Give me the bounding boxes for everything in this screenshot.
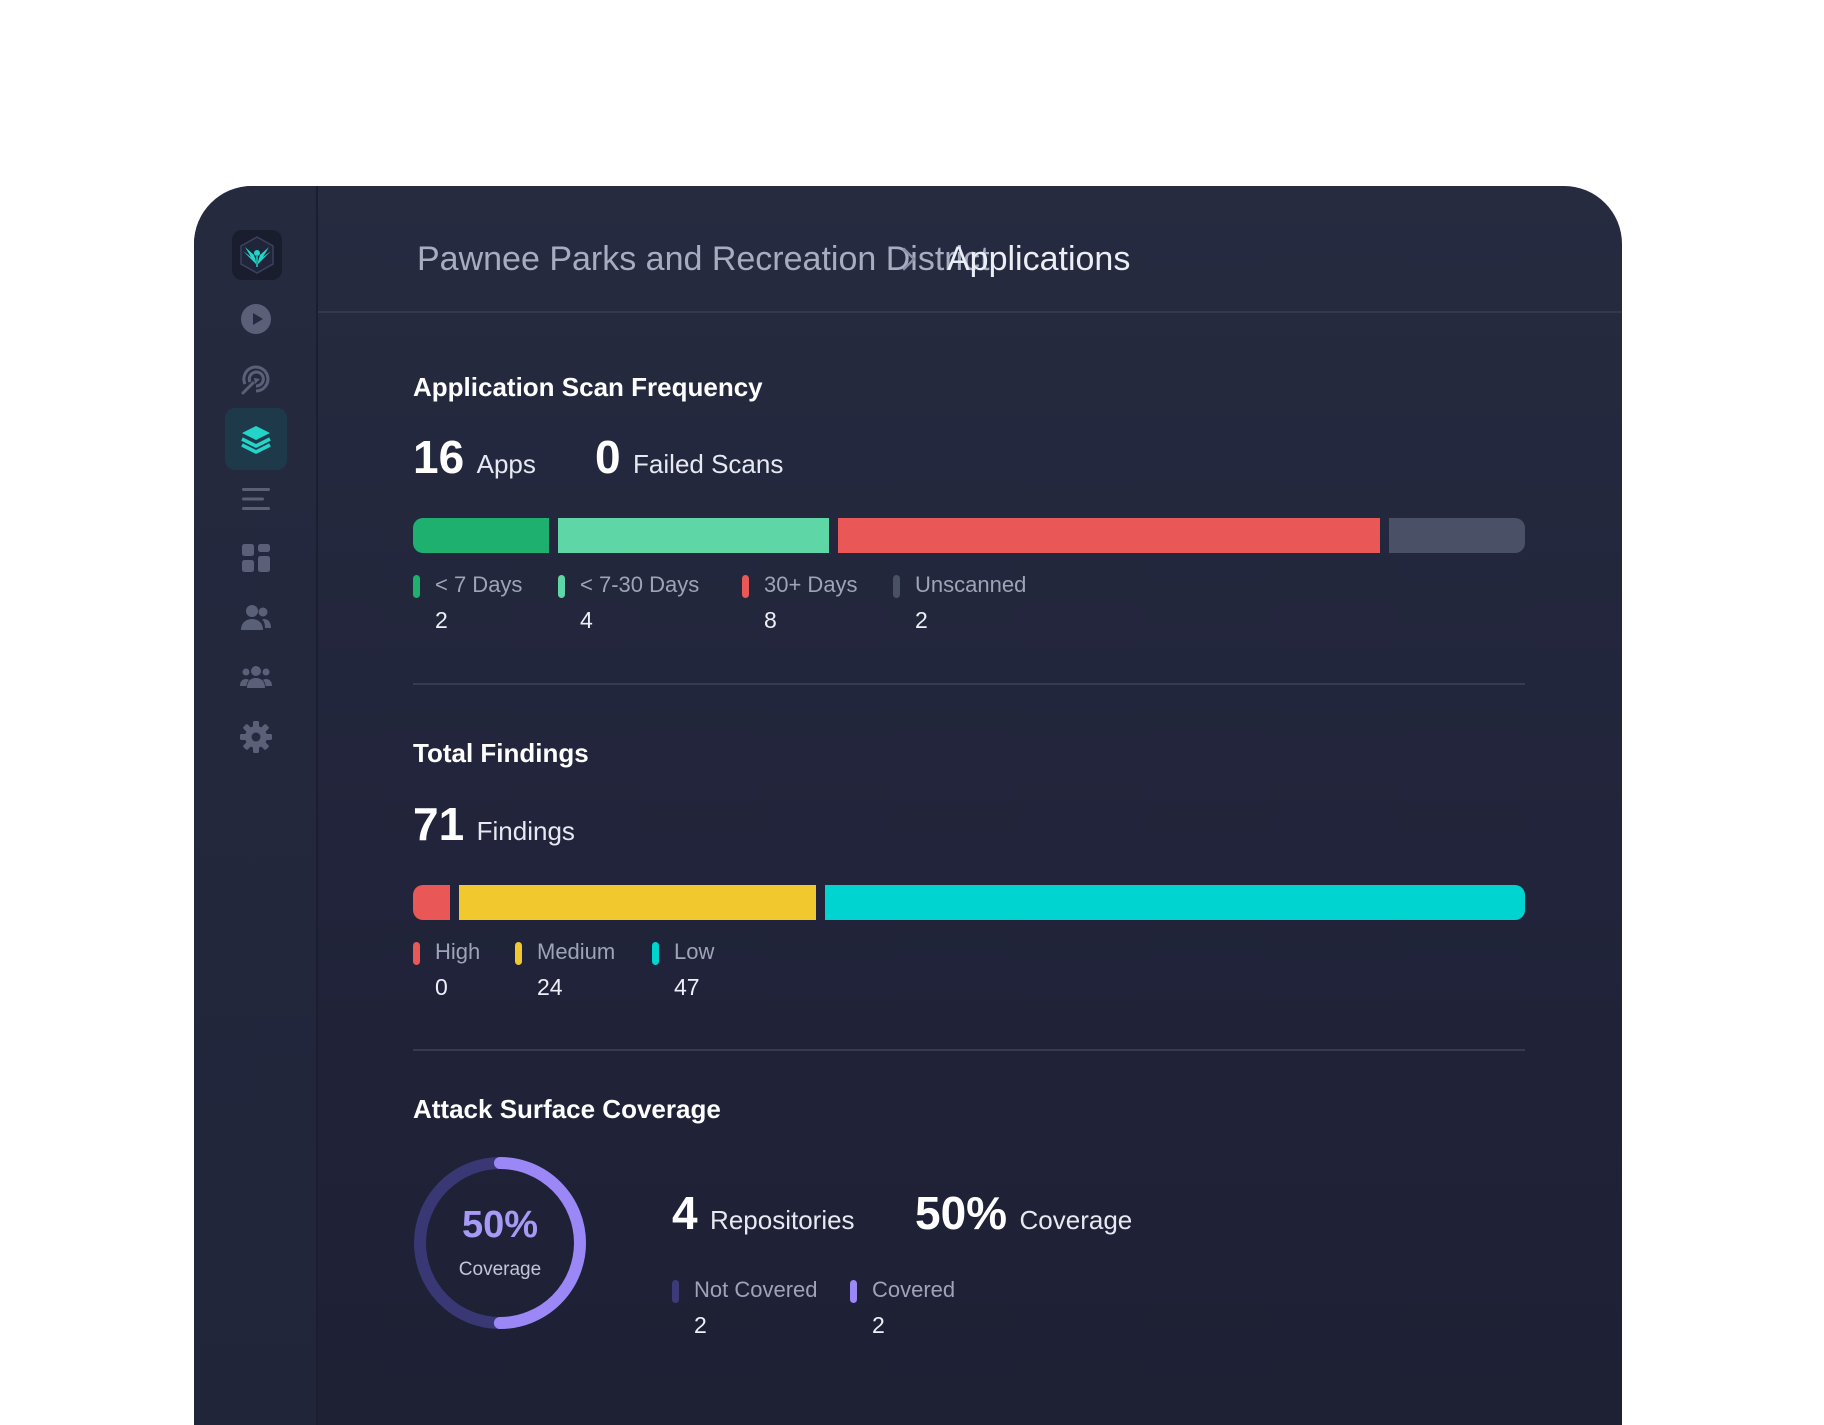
findings-bar-segment	[825, 885, 1525, 920]
legend-label-high: High	[435, 939, 481, 964]
legend-label-covered: Covered	[872, 1277, 956, 1302]
chevron-right-icon	[900, 246, 918, 277]
sidebar-item-discovery[interactable]	[225, 348, 287, 410]
legend-value-30plus: 8	[764, 607, 777, 633]
repositories-stat: 4 Repositories	[672, 1186, 855, 1240]
radar-icon	[241, 365, 270, 395]
legend-value-unscanned: 2	[915, 607, 928, 633]
section-divider	[413, 683, 1525, 685]
coverage-donut	[414, 1157, 586, 1329]
scan-frequency-bar-segment	[557, 518, 829, 553]
layers-icon	[241, 426, 271, 454]
coverage-stat: 50% Coverage	[915, 1186, 1132, 1240]
legend-label-lt7: < 7 Days	[435, 572, 523, 597]
scan-frequency-bar-segment	[837, 518, 1381, 553]
section-divider	[413, 1049, 1525, 1051]
sidebar-item-teams[interactable]	[225, 646, 287, 708]
legend-label-low: Low	[674, 939, 715, 964]
legend-marker-low	[652, 942, 659, 965]
coverage-ring-progress	[414, 1157, 586, 1329]
legend-value-not-covered: 2	[694, 1312, 707, 1338]
legend-value-lt7: 2	[435, 607, 448, 633]
repositories-count: 4	[672, 1187, 698, 1239]
breadcrumb	[318, 186, 1622, 313]
findings-stat: 71 Findings	[413, 797, 575, 851]
sidebar-item-settings[interactable]	[225, 706, 287, 768]
legend-value-medium: 24	[537, 974, 563, 1000]
app-logo[interactable]	[232, 230, 282, 280]
users-icon	[241, 605, 271, 630]
legend-marker-high	[413, 942, 420, 965]
apps-count: 16	[413, 431, 465, 483]
sidebar-item-users[interactable]	[225, 587, 287, 649]
legend-marker-covered	[850, 1280, 857, 1303]
coverage-label: Coverage	[1019, 1205, 1133, 1235]
failed-scans-stat: 0 Failed Scans	[595, 430, 783, 484]
team-icon	[240, 666, 272, 688]
legend-marker-30plus	[742, 575, 749, 598]
legend-marker-unscanned	[893, 575, 900, 598]
play-circle-icon	[241, 304, 271, 334]
legend-label-not-covered: Not Covered	[694, 1277, 818, 1302]
coverage-ring-percent: 50%	[461, 1204, 539, 1246]
dashboard-grid-icon	[242, 544, 270, 572]
apps-stat: 16 Apps	[413, 430, 536, 484]
sidebar-item-dashboard[interactable]	[225, 527, 287, 589]
gear-icon	[240, 721, 272, 753]
sidebar-item-list[interactable]	[225, 468, 287, 530]
failed-scans-count: 0	[595, 431, 621, 483]
breadcrumb-current: Applications	[947, 240, 1131, 278]
legend-marker-7to30	[558, 575, 565, 598]
legend-label-unscanned: Unscanned	[915, 572, 1027, 597]
findings-title: Total Findings	[413, 738, 589, 768]
sidebar-item-runs[interactable]	[225, 288, 287, 350]
failed-scans-label: Failed Scans	[633, 449, 784, 479]
scan-frequency-bar-segment	[1389, 518, 1525, 553]
coverage-title: Attack Surface Coverage	[413, 1094, 721, 1124]
scan-frequency-title: Application Scan Frequency	[413, 372, 763, 402]
breadcrumb-root[interactable]: Pawnee Parks and Recreation District	[417, 240, 990, 278]
legend-value-7to30: 4	[580, 607, 593, 633]
repositories-label: Repositories	[710, 1205, 855, 1235]
apps-label: Apps	[476, 449, 536, 479]
legend-value-low: 47	[674, 974, 700, 1000]
findings-count: 71	[413, 798, 465, 850]
findings-bar-segment	[458, 885, 817, 920]
coverage-value: 50%	[915, 1187, 1008, 1239]
legend-label-30plus: 30+ Days	[764, 572, 858, 597]
legend-marker-lt7	[413, 575, 420, 598]
sidebar-item-applications[interactable]	[225, 408, 287, 470]
eagle-logo-icon	[240, 236, 274, 274]
legend-value-high: 0	[435, 974, 448, 1000]
legend-marker-not-covered	[672, 1280, 679, 1303]
legend-label-7to30: < 7-30 Days	[580, 572, 700, 597]
sidebar	[194, 186, 318, 1425]
scan-frequency-bar-segment	[413, 518, 549, 553]
legend-marker-medium	[515, 942, 522, 965]
app-window: Pawnee Parks and Recreation District App…	[194, 186, 1622, 1425]
list-icon	[242, 488, 270, 510]
coverage-ring: 50% Coverage	[413, 1156, 587, 1330]
findings-bar-segment	[413, 885, 450, 920]
findings-label: Findings	[476, 816, 575, 846]
legend-label-medium: Medium	[537, 939, 616, 964]
legend-value-covered: 2	[872, 1312, 885, 1338]
coverage-ring-label: Coverage	[458, 1259, 542, 1280]
